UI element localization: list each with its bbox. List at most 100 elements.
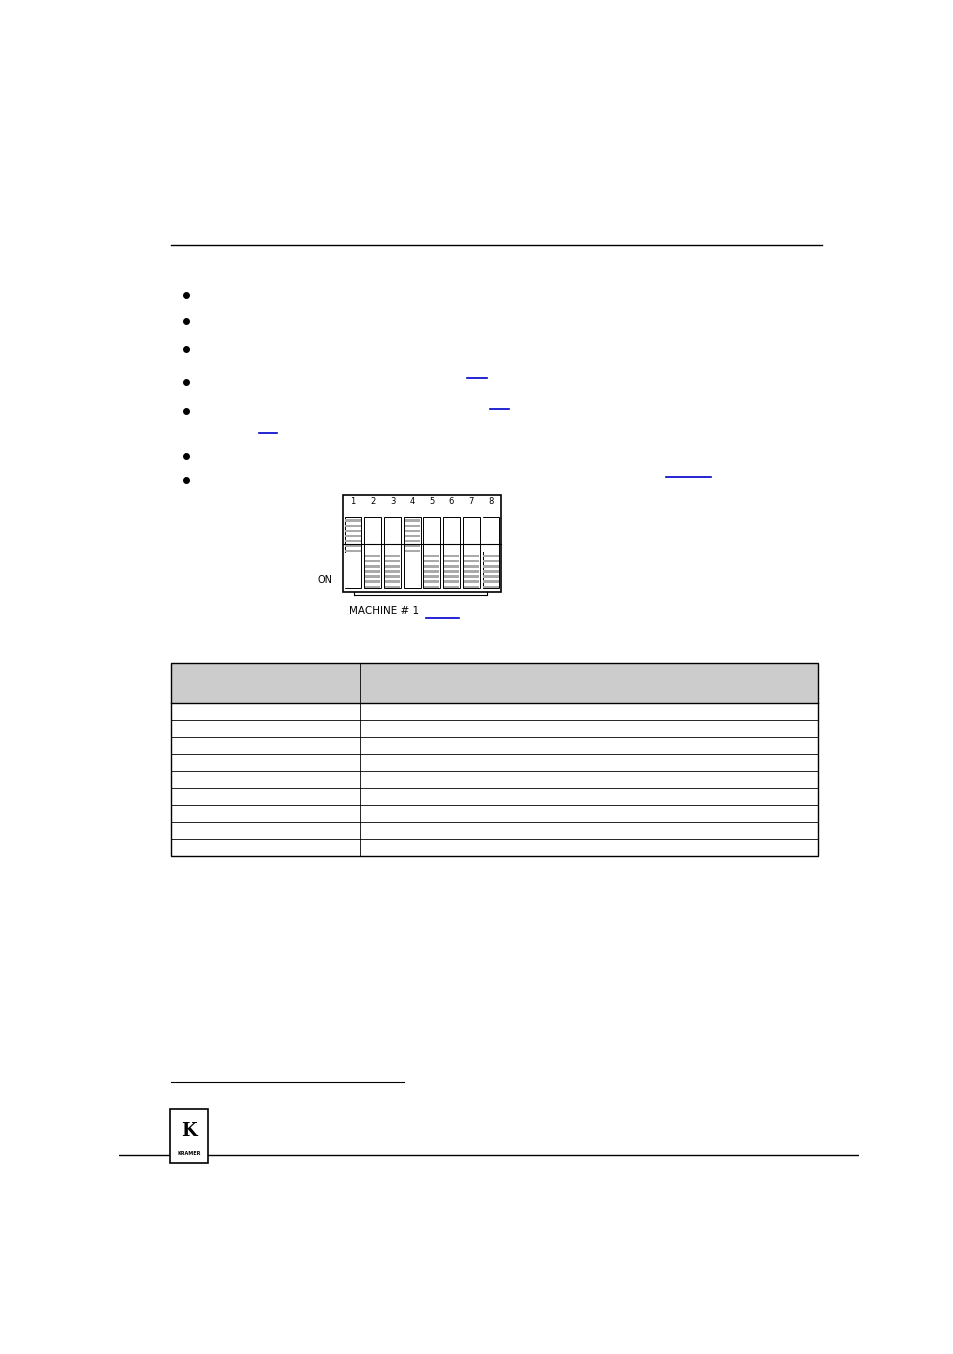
Bar xyxy=(345,524,360,527)
Bar xyxy=(463,561,478,562)
Bar xyxy=(483,529,498,532)
Bar xyxy=(483,561,498,562)
Bar xyxy=(384,544,399,547)
Bar xyxy=(424,544,439,547)
Bar xyxy=(483,575,498,578)
Bar xyxy=(364,517,381,588)
Text: MACHINE # 1: MACHINE # 1 xyxy=(349,605,418,616)
Text: 2: 2 xyxy=(370,497,375,506)
Bar xyxy=(384,585,399,588)
Bar xyxy=(483,565,498,567)
Bar xyxy=(404,544,419,547)
Bar xyxy=(424,535,439,538)
Bar xyxy=(404,565,419,567)
Bar xyxy=(463,555,478,558)
Bar xyxy=(344,517,361,588)
Bar xyxy=(443,555,458,558)
Bar xyxy=(443,517,458,552)
Bar xyxy=(463,565,478,567)
Bar xyxy=(483,540,498,542)
Bar xyxy=(404,570,419,573)
Bar xyxy=(463,535,478,538)
Bar xyxy=(404,585,419,588)
Bar xyxy=(365,517,380,552)
Bar xyxy=(463,529,478,532)
Bar xyxy=(384,529,399,532)
Bar xyxy=(424,555,439,558)
Bar xyxy=(404,561,419,562)
Bar xyxy=(463,585,478,588)
Bar xyxy=(463,544,478,547)
Bar xyxy=(483,585,498,588)
Bar xyxy=(483,535,498,538)
Bar xyxy=(384,570,399,573)
Bar xyxy=(424,561,439,562)
Bar xyxy=(345,555,360,558)
Text: KRAMER: KRAMER xyxy=(177,1151,200,1156)
Bar xyxy=(443,570,458,573)
Bar xyxy=(424,575,439,578)
Bar xyxy=(384,517,400,588)
Bar xyxy=(345,554,360,588)
Bar xyxy=(345,585,360,588)
Bar xyxy=(342,496,501,592)
Bar xyxy=(424,550,439,552)
Bar xyxy=(463,581,478,582)
Bar xyxy=(483,555,498,558)
Bar xyxy=(443,524,458,527)
Bar xyxy=(404,529,419,532)
Bar xyxy=(384,535,399,538)
Bar xyxy=(424,570,439,573)
Text: 6: 6 xyxy=(448,497,454,506)
Bar xyxy=(384,575,399,578)
Bar xyxy=(483,544,498,547)
Bar xyxy=(443,565,458,567)
Bar xyxy=(424,540,439,542)
Bar xyxy=(463,540,478,542)
Bar xyxy=(463,550,478,552)
Bar xyxy=(365,555,380,558)
Bar xyxy=(443,529,458,532)
Bar xyxy=(424,529,439,532)
Bar xyxy=(345,529,360,532)
Bar xyxy=(365,535,380,538)
Bar xyxy=(424,524,439,527)
Bar xyxy=(345,565,360,567)
Bar xyxy=(345,581,360,582)
Bar xyxy=(483,581,498,582)
Bar xyxy=(404,581,419,582)
Bar xyxy=(404,550,419,552)
Text: 5: 5 xyxy=(429,497,434,506)
Bar xyxy=(483,570,498,573)
Bar xyxy=(345,575,360,578)
Bar xyxy=(365,585,380,588)
Bar xyxy=(463,524,478,527)
Bar xyxy=(443,585,458,588)
Bar xyxy=(403,517,420,588)
Bar xyxy=(483,520,498,521)
Bar xyxy=(404,555,419,558)
Bar xyxy=(424,585,439,588)
Bar xyxy=(443,520,458,521)
Bar xyxy=(443,544,458,547)
Bar xyxy=(443,550,458,552)
Text: K: K xyxy=(181,1122,196,1140)
Bar xyxy=(345,544,360,547)
Bar xyxy=(170,1109,208,1163)
Bar xyxy=(365,529,380,532)
Bar xyxy=(365,570,380,573)
Bar xyxy=(443,535,458,538)
Bar xyxy=(463,517,478,552)
Bar xyxy=(424,520,439,521)
Bar xyxy=(365,544,380,547)
Text: 3: 3 xyxy=(390,497,395,506)
Bar xyxy=(404,540,419,542)
Bar xyxy=(384,550,399,552)
Bar xyxy=(365,540,380,542)
Bar xyxy=(404,524,419,527)
Bar xyxy=(365,581,380,582)
Bar xyxy=(384,565,399,567)
Bar xyxy=(443,581,458,582)
Bar xyxy=(345,535,360,538)
Bar xyxy=(345,561,360,562)
